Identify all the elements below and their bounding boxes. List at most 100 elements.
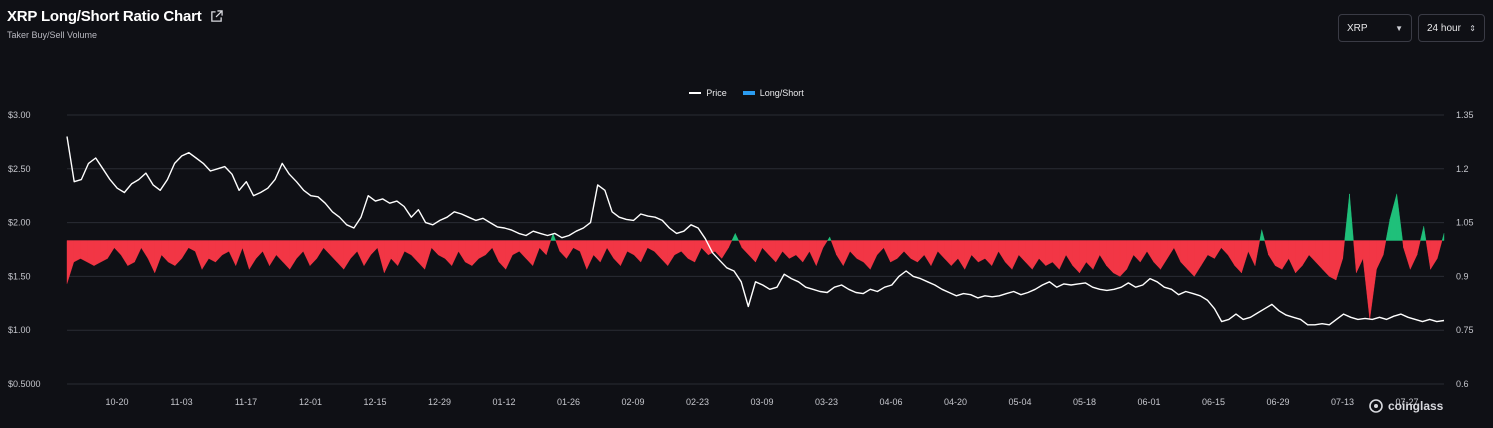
long-short-area-segment — [1119, 240, 1127, 277]
long-short-area-segment — [991, 240, 999, 266]
x-tick-label: 06-01 — [1137, 397, 1160, 407]
long-short-area-segment — [795, 240, 803, 263]
chart-controls: XRP ▼ 24 hour ⇕ — [1338, 14, 1485, 42]
title-row: XRP Long/Short Ratio Chart — [7, 8, 223, 25]
long-short-area-segment — [444, 240, 452, 267]
long-short-area-segment — [1248, 240, 1256, 266]
long-short-area-segment — [586, 240, 594, 270]
long-short-area-segment — [579, 240, 587, 270]
long-short-area-segment — [458, 240, 466, 263]
long-short-area-segment — [181, 240, 189, 260]
long-short-area-segment — [282, 240, 290, 270]
y-left-tick-label: $2.00 — [8, 218, 31, 228]
legend-item-price[interactable]: Price — [689, 88, 727, 98]
x-tick-label: 11-17 — [235, 397, 257, 407]
long-short-area-segment — [1259, 229, 1262, 241]
long-short-area-segment — [1011, 240, 1019, 270]
x-tick-label: 02-23 — [686, 397, 709, 407]
x-tick-label: 06-29 — [1266, 397, 1289, 407]
long-short-area-segment — [910, 240, 918, 263]
long-short-area-segment — [1376, 240, 1384, 270]
symbol-select[interactable]: XRP ▼ — [1338, 14, 1412, 42]
long-short-area-segment — [1362, 240, 1370, 320]
legend-price-label: Price — [706, 88, 727, 98]
long-short-area-segment — [640, 240, 648, 263]
long-short-area-segment — [350, 240, 358, 259]
x-tick-label: 12-29 — [428, 397, 451, 407]
long-short-area-segment — [505, 240, 513, 270]
x-tick-label: 05-18 — [1073, 397, 1096, 407]
long-short-area-segment — [222, 240, 230, 256]
long-short-area-segment — [816, 240, 824, 266]
long-short-area-segment — [1079, 240, 1087, 274]
long-short-area-segment — [1032, 240, 1040, 270]
long-short-area-segment — [627, 240, 635, 256]
long-short-area-segment — [1315, 240, 1323, 270]
y-right-tick-label: 0.9 — [1456, 271, 1469, 281]
long-short-area-segment — [66, 240, 74, 284]
long-short-area-segment — [593, 240, 601, 263]
long-short-area-segment — [1200, 240, 1208, 267]
long-short-area-segment — [1254, 240, 1260, 266]
long-short-area-segment — [694, 240, 702, 263]
x-tick-label: 06-15 — [1202, 397, 1225, 407]
x-tick-label: 12-15 — [363, 397, 386, 407]
long-short-area-segment — [242, 240, 250, 270]
long-short-area-segment — [424, 240, 432, 270]
long-short-area-segment — [1264, 240, 1269, 255]
long-short-area-segment — [147, 240, 155, 273]
y-left-tick-label: $0.5000 — [8, 379, 41, 389]
coinglass-logo-icon — [1369, 399, 1383, 413]
legend-item-long-short[interactable]: Long/Short — [742, 88, 804, 98]
interval-select[interactable]: 24 hour ⇕ — [1418, 14, 1485, 42]
long-short-area-segment — [1059, 240, 1067, 270]
long-short-area-segment — [863, 240, 871, 270]
long-short-area-segment — [1018, 240, 1026, 263]
long-short-area-segment — [822, 240, 828, 249]
long-short-area-segment — [330, 240, 338, 263]
long-short-area-segment — [843, 240, 851, 266]
long-short-area-segment — [161, 240, 169, 263]
long-short-area-segment — [890, 240, 898, 263]
long-short-area-segment — [667, 240, 675, 267]
long-short-area-segment — [107, 240, 115, 260]
symbol-select-value: XRP — [1347, 22, 1368, 34]
long-short-area-segment — [620, 240, 628, 266]
long-short-area-segment — [141, 240, 149, 260]
long-short-area-segment — [120, 240, 128, 267]
page-title: XRP Long/Short Ratio Chart — [7, 8, 202, 25]
long-short-area-segment — [1416, 240, 1421, 255]
long-short-area-segment — [998, 240, 1006, 263]
long-short-area-segment — [1214, 240, 1222, 260]
long-short-area-segment — [336, 240, 344, 270]
long-short-area-segment — [390, 240, 398, 267]
long-short-area-segment — [1437, 240, 1443, 259]
long-short-area-segment — [1261, 229, 1265, 241]
long-short-area-segment — [73, 240, 81, 263]
long-short-area-segment — [1241, 240, 1249, 273]
long-short-area-segment — [1383, 240, 1387, 255]
long-short-area-segment — [80, 240, 88, 263]
long-short-area-segment — [1045, 240, 1053, 266]
long-short-area-segment — [1194, 240, 1202, 278]
long-short-area-segment — [937, 240, 945, 259]
long-short-area-segment — [1342, 240, 1345, 259]
long-short-area-segment — [262, 240, 270, 266]
long-short-area-segment — [168, 240, 176, 266]
long-short-area-segment — [1430, 240, 1438, 270]
long-short-area-segment — [188, 240, 196, 252]
long-short-area-segment — [1180, 240, 1188, 270]
long-short-area-segment — [309, 240, 317, 267]
external-link-icon[interactable] — [210, 10, 223, 23]
long-short-area-segment — [1160, 240, 1168, 270]
long-short-area-segment — [1281, 240, 1289, 270]
y-left-tick-label: $2.50 — [8, 164, 31, 174]
y-right-tick-label: 1.2 — [1456, 164, 1469, 174]
y-left-tick-label: $1.50 — [8, 271, 31, 281]
long-short-area-segment — [660, 240, 668, 267]
long-short-area-segment — [1349, 193, 1354, 241]
long-short-area-segment — [370, 240, 378, 256]
long-short-area-segment — [93, 240, 101, 266]
long-short-area-segment — [465, 240, 473, 266]
